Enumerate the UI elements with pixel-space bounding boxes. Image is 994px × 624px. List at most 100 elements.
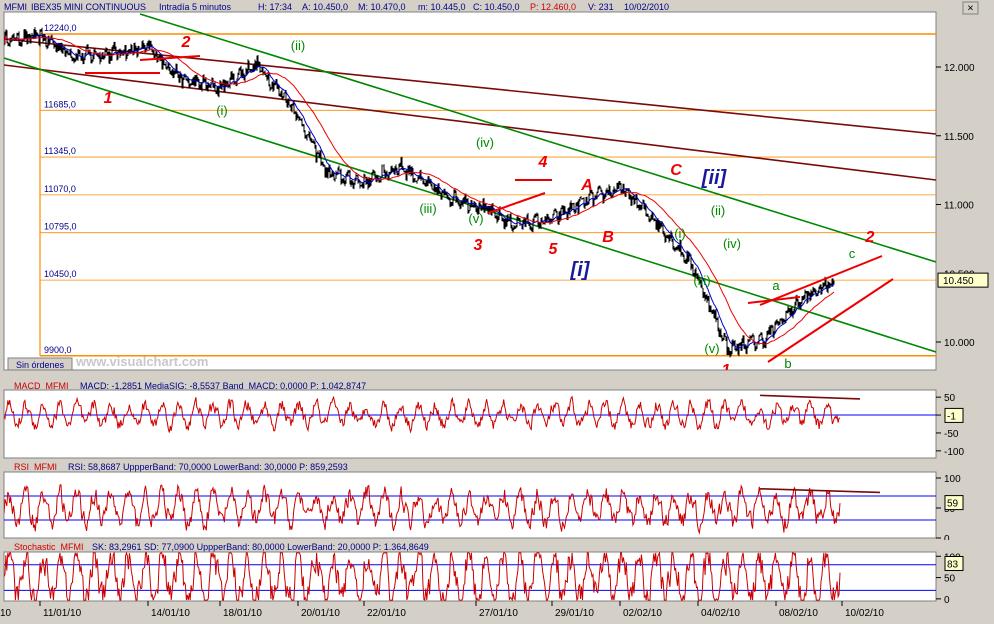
header-low: m: 10.445,0 <box>418 2 466 12</box>
macd-plot <box>4 394 936 434</box>
header-symbol: MFMI <box>4 2 27 12</box>
wave-label-green: (iv) <box>476 135 494 150</box>
rsi-line <box>4 483 841 535</box>
rsi-title: RSI_MFMI <box>14 462 57 472</box>
stoch-last-label: 83 <box>947 560 959 571</box>
header-name: IBEX35 MINI CONTINUOUS <box>31 2 146 12</box>
macd-header: MACD_MFMI MACD: -1,2851 MediaSIG: -8,553… <box>14 381 366 391</box>
rsi-divergence-line <box>759 488 881 494</box>
wave-label-green: (i) <box>674 226 686 241</box>
wave-label-red: 2 <box>181 34 191 51</box>
last-price-box <box>937 272 989 288</box>
date-axis-label: 20/01/10 <box>301 608 340 619</box>
stoch-values: SK: 83,2961 SD: 77,0900 UppperBand: 80,0… <box>92 542 429 552</box>
level-label: 10450,0 <box>44 269 77 279</box>
no-orders-button-label: Sin órdenes <box>16 360 65 370</box>
date-axis-label: 11/01/10 <box>43 608 82 619</box>
rsi-last-label: 59 <box>947 499 959 510</box>
main-plot-area <box>3 11 937 371</box>
close-icon: × <box>967 3 973 15</box>
wave-label-green: a <box>772 278 780 293</box>
header-period: Intradía 5 minutos <box>159 2 232 12</box>
wave-label-red: 1 <box>722 362 731 379</box>
rsi-axis: 10050059 <box>936 474 964 545</box>
level-label: 9900,0 <box>44 345 72 355</box>
macd-line <box>4 395 841 434</box>
level-label: 11345,0 <box>44 146 76 156</box>
wave-label-red: B <box>602 229 614 246</box>
macd-values: MACD: -1,2851 MediaSIG: -8,5537 Band_MAC… <box>80 381 366 391</box>
price-axis-label: 12.000 <box>944 63 975 74</box>
header-p: P: 12.460,0 <box>530 2 576 12</box>
level-label: 12240,0 <box>44 23 77 33</box>
macd-axis: 500-50-100-1 <box>936 393 964 458</box>
rsi-last-box <box>944 495 964 511</box>
watermark: www.visualchart.com <box>75 354 208 369</box>
date-axis-label: 22/01/10 <box>367 608 406 619</box>
stoch-axis: 10050083 <box>936 552 964 606</box>
header-volume: V: 231 <box>588 2 614 12</box>
stoch-header-bar <box>2 540 992 552</box>
macd-axis-label: 50 <box>944 393 956 404</box>
x-edge-label: 10 <box>0 608 12 619</box>
price-axis-label: 10.000 <box>944 338 975 349</box>
rsi-values: RSI: 58,8687 UppperBand: 70,0000 LowerBa… <box>68 462 348 472</box>
moving-average-fast <box>4 34 835 350</box>
trend-line-red-5 <box>767 278 894 363</box>
rsi-axis-label: 100 <box>944 474 961 485</box>
no-orders-button[interactable]: Sin órdenes <box>7 357 73 371</box>
wave-label-red: 3 <box>474 237 483 254</box>
date-axis-label: 04/02/10 <box>701 608 740 619</box>
no-orders-button-frame <box>7 357 73 371</box>
main-plot: 12240,0 11685,0 11345,0 11070,0 10795,0 10450… <box>4 13 936 379</box>
wave-label-red: 1 <box>104 90 113 107</box>
wave-label-green: b <box>784 356 791 371</box>
price-axis-label: 11.500 <box>944 132 974 143</box>
stoch-axis-label: 0 <box>944 595 950 606</box>
trend-line-red-2 <box>487 192 546 214</box>
date-axis-label: 08/02/10 <box>779 608 818 619</box>
rsi-axis-label: 0 <box>944 534 950 545</box>
header-close: C: 10.450,0 <box>473 2 520 12</box>
wave-label-green: (v) <box>468 211 483 226</box>
macd-axis-label: -100 <box>944 447 964 458</box>
level-label: 10795,0 <box>44 222 77 232</box>
header-date: 10/02/2010 <box>624 2 669 12</box>
macd-plot-area <box>3 389 937 459</box>
wave-label-green: c <box>849 246 856 261</box>
stoch-axis-label: 50 <box>944 574 956 585</box>
macd-title: MACD_MFMI <box>14 381 69 391</box>
trend-line-red-1 <box>139 55 201 61</box>
rsi-plot-area <box>3 471 937 539</box>
stoch-header: Stochastic_MFMI SK: 83,2961 SD: 77,0900 … <box>14 542 429 552</box>
wave-label-green: (iii) <box>419 201 436 216</box>
main-header: MFMI IBEX35 MINI CONTINUOUS Intradía 5 m… <box>4 2 669 12</box>
macd-last-box <box>944 407 964 423</box>
moving-average-slow <box>4 34 835 345</box>
channel-line-green-upper <box>139 13 936 263</box>
date-axis-label: 29/01/10 <box>555 608 594 619</box>
price-axis-label: 11.000 <box>944 201 974 212</box>
wave-label-green: (i) <box>216 103 228 118</box>
rsi-plot <box>4 483 936 535</box>
rsi-header-bar <box>2 460 992 472</box>
rsi-header: RSI_MFMI RSI: 58,8687 UppperBand: 70,000… <box>14 462 348 472</box>
close-button[interactable]: × <box>962 1 979 15</box>
stoch-last-box <box>944 556 964 572</box>
wave-label-green: (iv) <box>723 236 741 251</box>
header-high: M: 10.470,0 <box>358 2 406 12</box>
header-hour: H: 17:34 <box>258 2 292 12</box>
main-header-bar <box>2 0 992 12</box>
level-label: 11070,0 <box>44 184 76 194</box>
wave-label-green: (iii) <box>693 273 710 288</box>
wave-label-red: 5 <box>549 241 559 258</box>
wave-label-red: 2 <box>865 229 875 246</box>
wave-label-green: (ii) <box>711 203 725 218</box>
date-axis-label: 27/01/10 <box>479 608 518 619</box>
trend-line-red-6 <box>759 255 883 306</box>
stoch-title: Stochastic_MFMI <box>14 542 84 552</box>
macd-last-label: -1 <box>947 411 956 422</box>
date-axis-label: 14/01/10 <box>151 608 190 619</box>
